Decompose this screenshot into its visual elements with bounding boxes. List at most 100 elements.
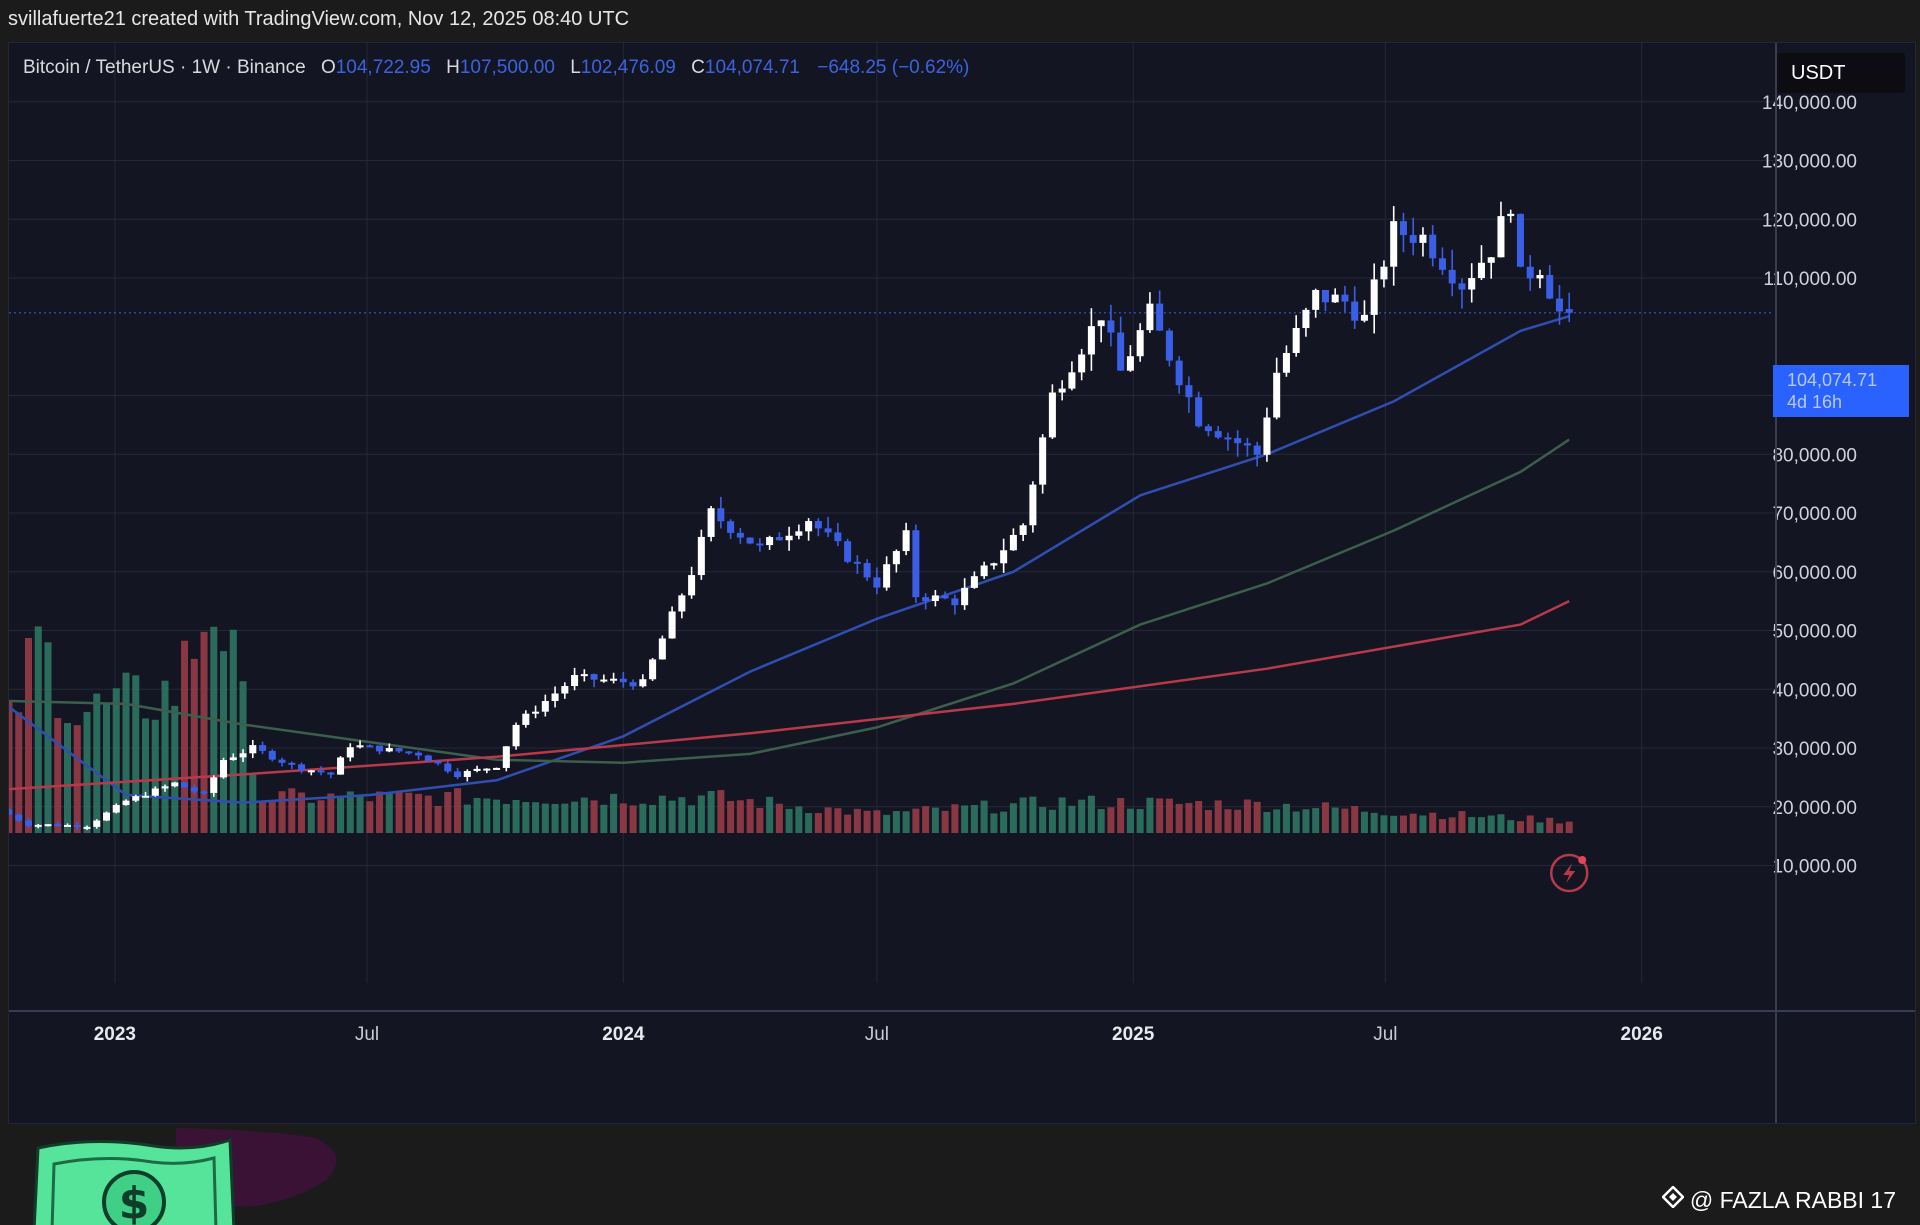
volume-bar bbox=[600, 804, 608, 833]
moving-average-line bbox=[9, 599, 1570, 791]
volume-bar bbox=[1000, 811, 1008, 833]
price-chart[interactable]: 10,000.00 20,000.00 30,000.00 40,000.00 50,0… bbox=[9, 43, 1915, 1123]
candle-body bbox=[756, 543, 764, 546]
volume-bar bbox=[249, 774, 257, 833]
volume-bar bbox=[688, 805, 696, 833]
volume-bar bbox=[736, 800, 744, 833]
currency-selector[interactable]: USDT bbox=[1777, 53, 1905, 93]
candle-body bbox=[922, 597, 930, 602]
volume-bar bbox=[405, 792, 413, 833]
volume-bar bbox=[619, 803, 627, 833]
candle-body bbox=[951, 598, 959, 606]
volume-bar bbox=[844, 814, 852, 833]
volume-bar bbox=[288, 788, 296, 833]
volume-bar bbox=[1370, 812, 1378, 833]
candle-body bbox=[151, 788, 159, 796]
candle-body bbox=[278, 759, 286, 763]
candle-body bbox=[34, 824, 42, 827]
volume-bar bbox=[1048, 809, 1056, 833]
candle-body bbox=[873, 577, 881, 588]
candle-body bbox=[658, 638, 666, 660]
y-tick-label: 80,000.00 bbox=[1772, 445, 1857, 466]
volume-bar bbox=[415, 793, 423, 833]
candle-body bbox=[385, 748, 393, 752]
volume-bar bbox=[1526, 815, 1534, 833]
volume-bar bbox=[697, 795, 705, 833]
volume-bar bbox=[1380, 815, 1388, 833]
symbol-label[interactable]: Bitcoin / TetherUS · 1W · Binance bbox=[23, 57, 306, 78]
volume-bar bbox=[132, 675, 140, 833]
volume-bar bbox=[200, 631, 208, 833]
candle-body bbox=[288, 762, 296, 765]
volume-bar bbox=[892, 811, 900, 833]
candle-body bbox=[1009, 534, 1017, 551]
candle-body bbox=[1243, 443, 1251, 446]
candle-body bbox=[181, 782, 189, 788]
candle-body bbox=[1497, 216, 1505, 258]
y-tick-label: 10,000.00 bbox=[1772, 857, 1857, 878]
candle-body bbox=[1458, 283, 1466, 290]
candle-body bbox=[736, 532, 744, 538]
change-value: −648.25 (−0.62%) bbox=[817, 57, 970, 78]
candle-body bbox=[1477, 262, 1485, 279]
svg-text:$: $ bbox=[119, 1178, 150, 1225]
candle-body bbox=[629, 682, 637, 687]
volume-bar bbox=[103, 702, 111, 833]
candle-body bbox=[1263, 417, 1271, 455]
volume-bar bbox=[805, 813, 813, 833]
candle-body bbox=[1204, 426, 1212, 432]
candle-body bbox=[814, 521, 822, 529]
candle-body bbox=[1234, 438, 1242, 444]
candle-body bbox=[1360, 314, 1368, 321]
volume-bar bbox=[1302, 809, 1310, 833]
volume-bar bbox=[463, 804, 471, 833]
candle-body bbox=[1068, 372, 1076, 389]
volume-bar bbox=[532, 802, 540, 833]
volume-bar bbox=[424, 795, 432, 833]
volume-bar bbox=[190, 658, 198, 833]
volume-bar bbox=[961, 805, 969, 833]
candle-body bbox=[522, 713, 530, 725]
candle-body bbox=[434, 761, 442, 764]
volume-bar bbox=[1107, 807, 1115, 833]
candle-body bbox=[1165, 330, 1173, 361]
chart-panel[interactable]: 10,000.00 20,000.00 30,000.00 40,000.00 50,0… bbox=[8, 42, 1916, 1124]
lightning-alert-icon[interactable] bbox=[1549, 853, 1589, 893]
candle-body bbox=[600, 679, 608, 682]
candle-body bbox=[1019, 525, 1027, 535]
volume-bar bbox=[1497, 814, 1505, 833]
last-price-value: 104,074.71 bbox=[1787, 370, 1878, 390]
volume-bar bbox=[1253, 801, 1261, 833]
candle-body bbox=[590, 674, 598, 680]
candle-body bbox=[824, 528, 832, 533]
bar-countdown: 4d 16h bbox=[1787, 392, 1843, 412]
volume-bar bbox=[1536, 822, 1544, 833]
volume-bar bbox=[151, 719, 159, 833]
volume-bar bbox=[1477, 817, 1485, 833]
volume-bar bbox=[112, 688, 120, 833]
volume-bar bbox=[444, 791, 452, 833]
volume-bar bbox=[590, 800, 598, 833]
volume-bar bbox=[73, 725, 81, 833]
candle-body bbox=[63, 824, 72, 827]
volume-bar bbox=[298, 792, 306, 833]
moving-average-line bbox=[9, 438, 1570, 764]
volume-bar bbox=[951, 804, 959, 833]
volume-bar bbox=[366, 801, 374, 833]
volume-bar bbox=[1429, 812, 1437, 833]
volume-bar bbox=[1009, 803, 1017, 833]
candle-body bbox=[727, 521, 735, 533]
volume-bar bbox=[980, 800, 988, 833]
candle-body bbox=[132, 796, 140, 801]
candle-body bbox=[307, 770, 315, 773]
candle-body bbox=[532, 711, 540, 714]
candle-body bbox=[1429, 234, 1437, 259]
candle-body bbox=[502, 746, 510, 768]
candle-body bbox=[346, 747, 354, 758]
volume-bar bbox=[1068, 805, 1076, 833]
x-tick-label: 2023 bbox=[94, 1024, 136, 1045]
candle-body bbox=[688, 575, 696, 596]
volume-bar bbox=[483, 798, 491, 833]
close-key: C bbox=[691, 57, 705, 78]
candle-body bbox=[785, 535, 793, 541]
